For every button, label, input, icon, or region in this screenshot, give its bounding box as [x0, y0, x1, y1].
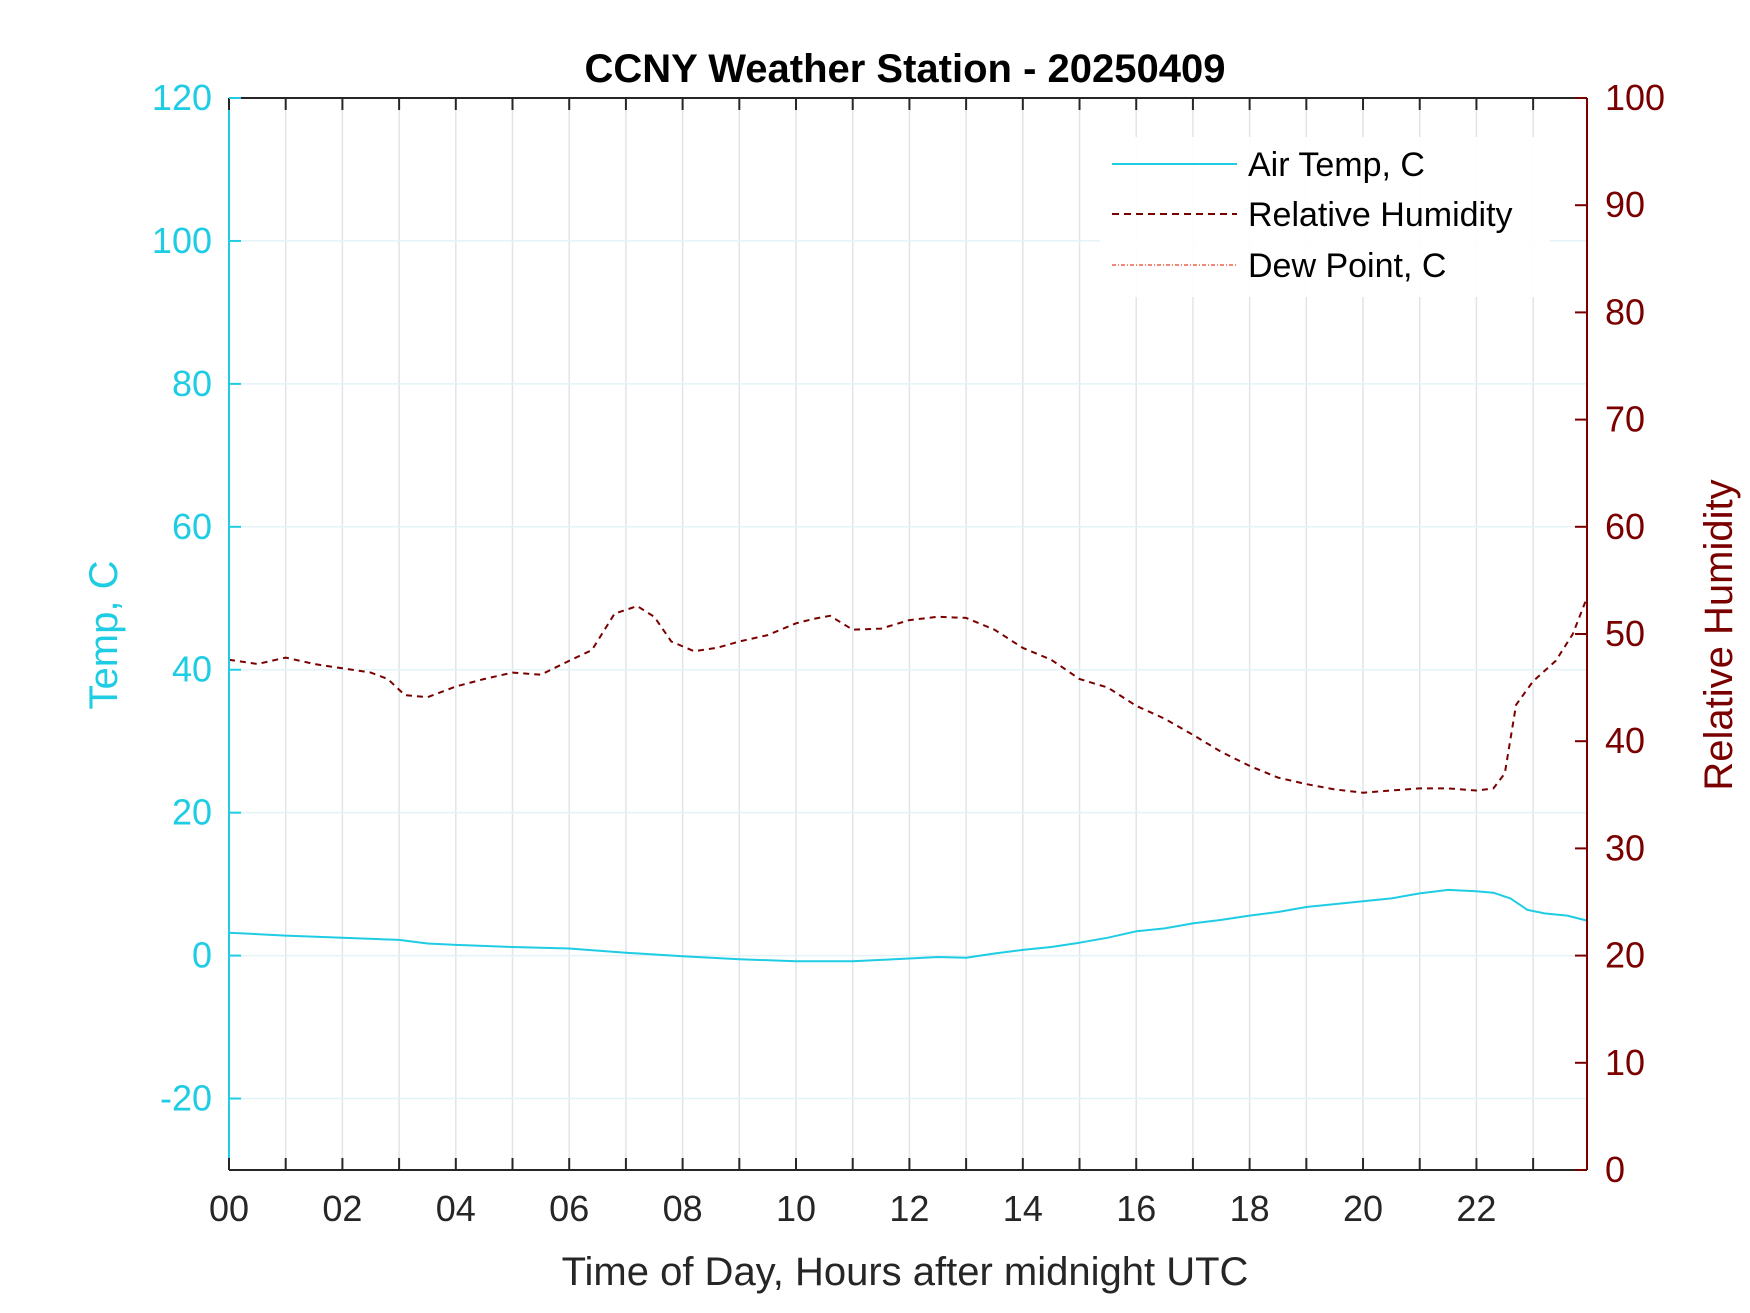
- x-tick-label: 10: [776, 1188, 816, 1229]
- x-tick-label: 02: [322, 1188, 362, 1229]
- y-left-tick-label: 40: [172, 649, 212, 690]
- x-tick-label: 06: [549, 1188, 589, 1229]
- y-right-tick-label: 70: [1605, 399, 1645, 440]
- y-axis-label-left: Temp, C: [82, 561, 126, 710]
- y-right-tick-label: 20: [1605, 935, 1645, 976]
- y-axis-label-right: Relative Humidity: [1697, 479, 1741, 790]
- x-tick-label: 20: [1343, 1188, 1383, 1229]
- y-left-tick-label: 120: [152, 77, 212, 118]
- y-left-tick-label: 20: [172, 792, 212, 833]
- series-layer: [228, 597, 1588, 963]
- legend-label-air-temp: Air Temp, C: [1248, 146, 1425, 184]
- legend-label-dew-point: Dew Point, C: [1248, 247, 1446, 285]
- x-tick-label: 14: [1003, 1188, 1043, 1229]
- y-left-tick-label: 60: [172, 506, 212, 547]
- y-right-tick-label: 10: [1605, 1042, 1645, 1083]
- y-right-tick-label: 60: [1605, 506, 1645, 547]
- y-right-tick-label: 80: [1605, 291, 1645, 332]
- x-tick-label: 16: [1116, 1188, 1156, 1229]
- y-left-tick-label: 0: [192, 935, 212, 976]
- y-right-tick-label: 90: [1605, 184, 1645, 225]
- chart-title: CCNY Weather Station - 20250409: [585, 47, 1226, 91]
- y-right-tick-label: 0: [1605, 1149, 1625, 1190]
- series-line-relative-humidity: [228, 597, 1588, 794]
- y-right-tick-label: 30: [1605, 827, 1645, 868]
- x-tick-label: 22: [1456, 1188, 1496, 1229]
- series-line-air-temp: [228, 888, 1588, 963]
- legend-label-relative-humidity: Relative Humidity: [1248, 196, 1513, 234]
- grid-layer: [229, 97, 1587, 1170]
- x-tick-label: 00: [209, 1188, 249, 1229]
- y-left-tick-label: 100: [152, 220, 212, 261]
- y-left-tick-label: 80: [172, 363, 212, 404]
- ticks-layer: 00 02 04 06 08 10 12 14 16 18 20 22-200204060801001…: [152, 77, 1665, 1229]
- y-right-tick-label: 100: [1605, 77, 1665, 118]
- y-right-tick-label: 50: [1605, 613, 1645, 654]
- y-right-tick-label: 40: [1605, 720, 1645, 761]
- legend: Air Temp, C Relative Humidity Dew Point,…: [1100, 137, 1550, 297]
- x-tick-label: 12: [889, 1188, 929, 1229]
- x-tick-label: 18: [1230, 1188, 1270, 1229]
- x-axis-label: Time of Day, Hours after midnight UTC: [562, 1250, 1249, 1294]
- x-tick-label: 04: [436, 1188, 476, 1229]
- y-left-tick-label: -20: [160, 1078, 212, 1119]
- x-tick-label: 08: [663, 1188, 703, 1229]
